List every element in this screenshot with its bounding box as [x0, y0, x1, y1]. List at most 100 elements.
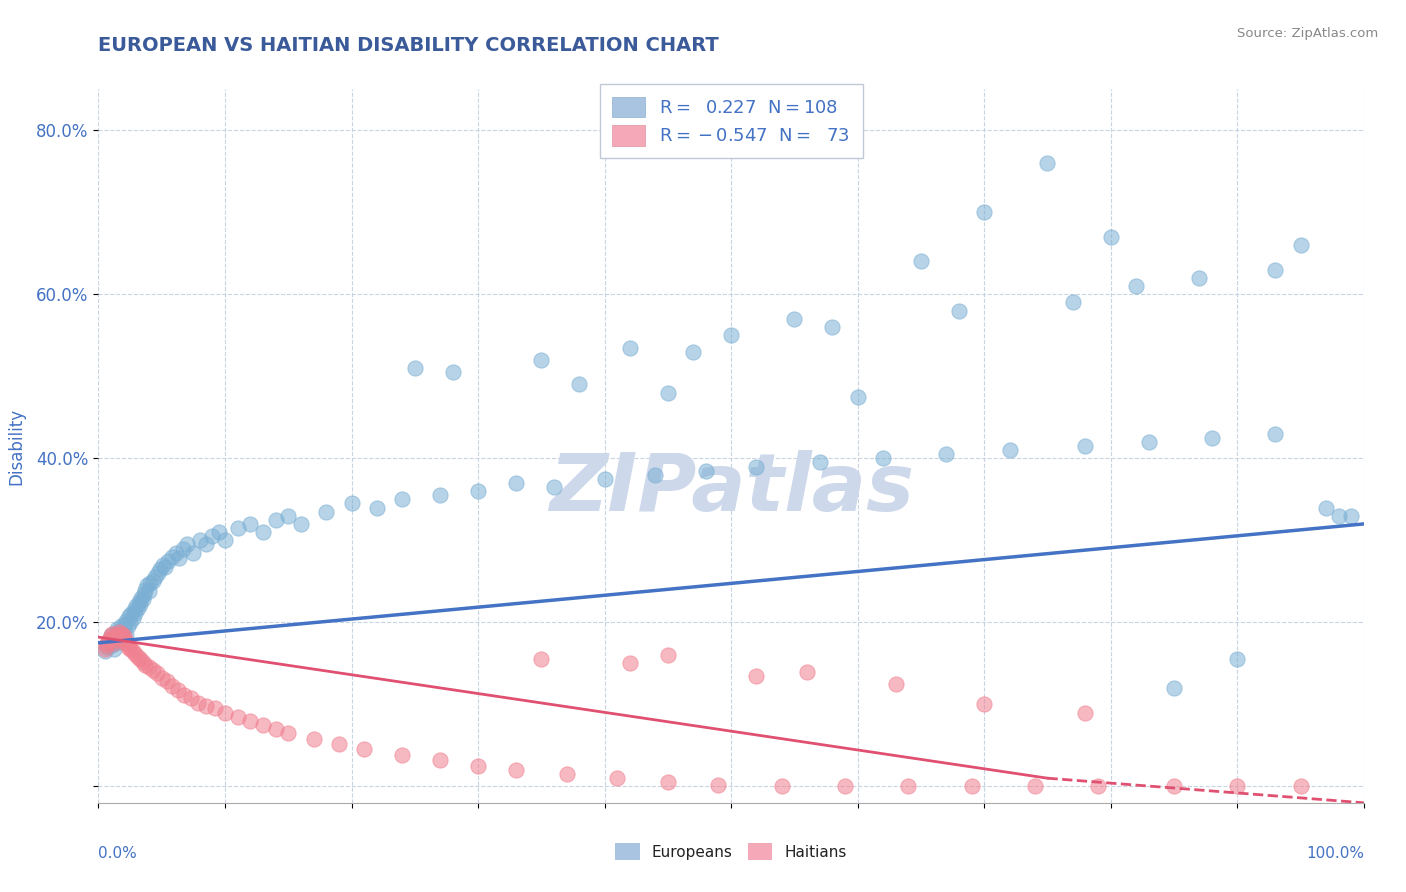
Point	[121, 644, 143, 658]
Point	[429, 488, 451, 502]
Point	[132, 587, 155, 601]
Point	[160, 679, 183, 693]
Point	[1315, 500, 1337, 515]
Point	[644, 467, 666, 482]
Point	[783, 311, 806, 326]
Point	[101, 638, 124, 652]
Text: 0.0%: 0.0%	[98, 846, 138, 861]
Point	[96, 640, 118, 654]
Point	[1188, 270, 1211, 285]
Point	[1074, 439, 1097, 453]
Point	[530, 352, 553, 367]
Point	[606, 771, 628, 785]
Point	[770, 780, 793, 794]
Point	[619, 341, 641, 355]
Point	[105, 630, 128, 644]
Point	[165, 546, 187, 560]
Point	[97, 633, 120, 648]
Point	[998, 443, 1021, 458]
Point	[103, 641, 125, 656]
Point	[194, 698, 218, 713]
Point	[107, 627, 129, 641]
Point	[108, 629, 131, 643]
Point	[1125, 279, 1147, 293]
Point	[115, 614, 138, 628]
Point	[93, 644, 117, 658]
Point	[846, 390, 869, 404]
Point	[121, 611, 143, 625]
Point	[505, 763, 527, 777]
Point	[1340, 508, 1362, 523]
Point	[118, 608, 141, 623]
Point	[96, 636, 118, 650]
Point	[129, 597, 152, 611]
Point	[120, 607, 142, 622]
Point	[214, 533, 236, 548]
Point	[114, 617, 136, 632]
Point	[1062, 295, 1084, 310]
Point	[315, 505, 337, 519]
Point	[187, 696, 209, 710]
Point	[208, 525, 231, 540]
Point	[104, 630, 127, 644]
Point	[129, 652, 152, 666]
Point	[1201, 431, 1223, 445]
Point	[110, 624, 132, 638]
Point	[169, 551, 191, 566]
Point	[252, 718, 274, 732]
Point	[120, 641, 141, 656]
Point	[467, 759, 489, 773]
Point	[1099, 230, 1122, 244]
Point	[118, 638, 141, 652]
Point	[98, 632, 121, 646]
Point	[145, 570, 166, 584]
Point	[138, 660, 160, 674]
Point	[115, 636, 138, 650]
Point	[132, 592, 155, 607]
Point	[264, 513, 287, 527]
Point	[105, 633, 128, 648]
Point	[252, 525, 274, 540]
Legend: Europeans, Haitians: Europeans, Haitians	[609, 837, 853, 866]
Point	[960, 780, 983, 794]
Point	[100, 636, 122, 650]
Point	[145, 666, 167, 681]
Point	[682, 344, 704, 359]
Point	[194, 537, 218, 551]
Point	[204, 701, 226, 715]
Point	[101, 627, 124, 641]
Point	[135, 578, 157, 592]
Point	[467, 484, 489, 499]
Point	[104, 633, 127, 648]
Point	[1074, 706, 1097, 720]
Point	[142, 663, 165, 677]
Point	[107, 635, 129, 649]
Point	[124, 647, 146, 661]
Point	[973, 698, 995, 712]
Point	[107, 625, 129, 640]
Point	[277, 508, 299, 523]
Point	[149, 562, 172, 576]
Point	[707, 778, 730, 792]
Point	[138, 584, 160, 599]
Point	[884, 677, 907, 691]
Point	[183, 546, 205, 560]
Point	[226, 521, 249, 535]
Point	[619, 657, 641, 671]
Point	[1226, 652, 1249, 666]
Point	[340, 496, 363, 510]
Point	[180, 690, 202, 705]
Point	[112, 629, 135, 643]
Point	[277, 726, 299, 740]
Point	[120, 615, 141, 630]
Point	[157, 554, 180, 568]
Point	[568, 377, 591, 392]
Point	[1087, 780, 1109, 794]
Point	[128, 595, 150, 609]
Point	[290, 516, 312, 531]
Point	[1327, 508, 1350, 523]
Point	[214, 706, 236, 720]
Point	[441, 365, 464, 379]
Point	[1264, 262, 1286, 277]
Point	[98, 632, 121, 646]
